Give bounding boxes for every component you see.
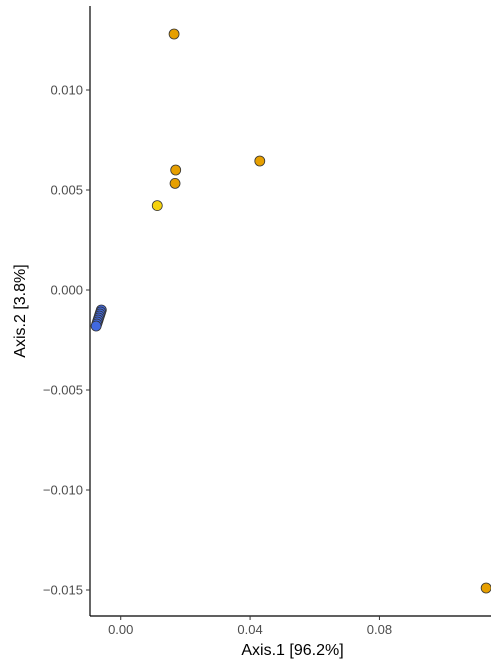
- data-point: [170, 164, 182, 176]
- x-tick-label: 0.08: [367, 622, 392, 637]
- y-axis-ticks: 0.010 0.005 0.000 −0.005 −0.010 −0.015: [43, 83, 90, 598]
- x-tick-label: 0.04: [237, 622, 262, 637]
- x-tick-label: 0.00: [108, 622, 133, 637]
- data-point: [480, 582, 491, 594]
- data-point: [151, 200, 163, 212]
- data-point: [90, 320, 102, 332]
- data-point: [254, 155, 266, 167]
- data-point: [168, 28, 180, 40]
- y-axis-title: Axis.2 [3.8%]: [12, 264, 29, 357]
- x-axis-ticks: 0.00 0.04 0.08: [108, 616, 392, 637]
- y-tick-label: −0.015: [43, 583, 83, 598]
- y-tick-label: 0.005: [50, 183, 83, 198]
- data-point: [169, 177, 181, 189]
- y-tick-label: −0.010: [43, 483, 83, 498]
- x-axis-title: Axis.1 [96.2%]: [241, 642, 343, 659]
- y-tick-label: 0.000: [50, 283, 83, 298]
- y-tick-label: 0.010: [50, 83, 83, 98]
- points-layer: [90, 28, 491, 594]
- y-tick-label: −0.005: [43, 383, 83, 398]
